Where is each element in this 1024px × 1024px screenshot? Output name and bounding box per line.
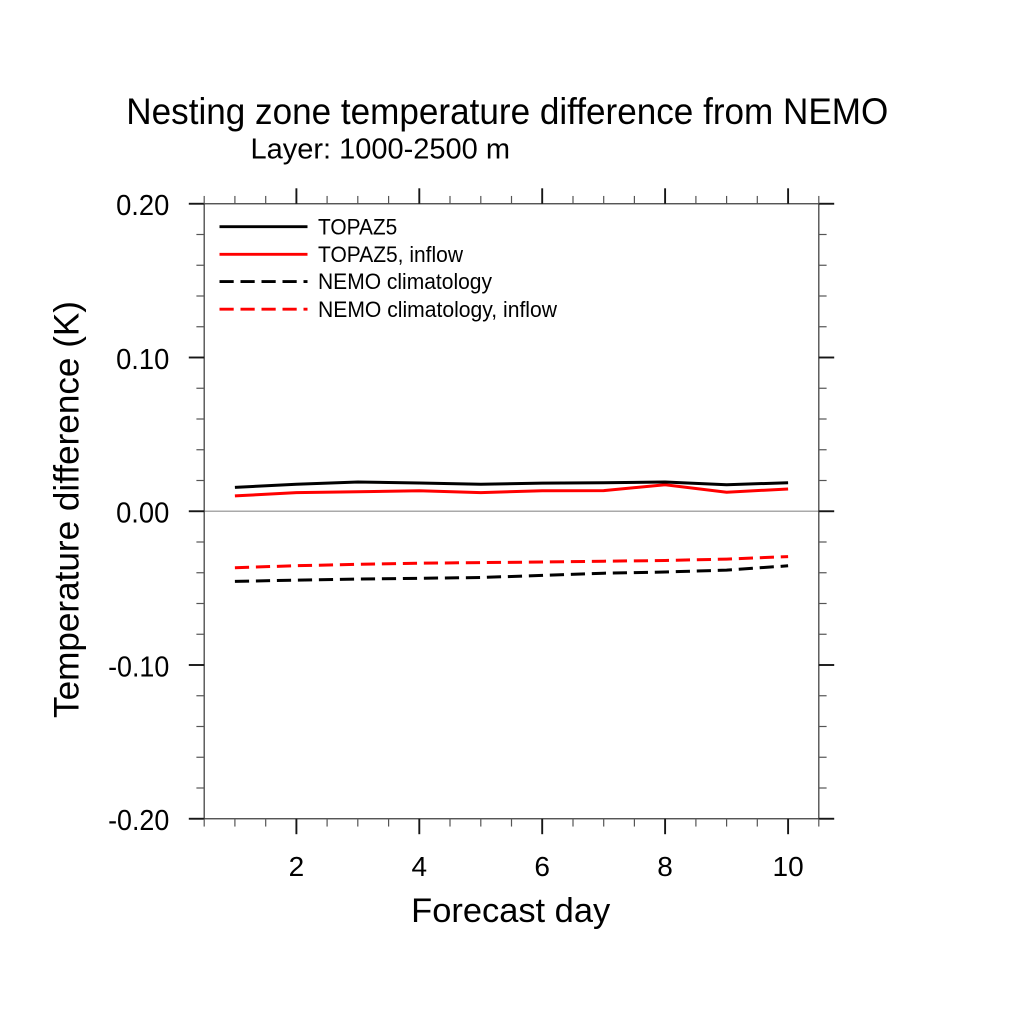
svg-text:0.20: 0.20: [116, 190, 169, 222]
svg-text:0.00: 0.00: [116, 498, 169, 530]
svg-text:-0.20: -0.20: [108, 805, 169, 837]
svg-text:Forecast day: Forecast day: [411, 892, 610, 930]
svg-text:-0.10: -0.10: [108, 651, 169, 683]
svg-text:4: 4: [412, 851, 428, 882]
svg-text:TOPAZ5, inflow: TOPAZ5, inflow: [318, 242, 464, 267]
svg-text:10: 10: [773, 851, 804, 882]
svg-text:0.10: 0.10: [116, 344, 169, 376]
svg-text:TOPAZ5: TOPAZ5: [318, 214, 397, 239]
svg-text:8: 8: [657, 851, 673, 882]
svg-text:2: 2: [289, 851, 305, 882]
svg-text:Temperature difference (K): Temperature difference (K): [46, 301, 86, 718]
svg-text:6: 6: [534, 851, 550, 882]
svg-text:Layer: 1000-2500 m: Layer: 1000-2500 m: [251, 133, 511, 165]
svg-text:NEMO climatology, inflow: NEMO climatology, inflow: [318, 297, 558, 322]
svg-text:NEMO climatology: NEMO climatology: [318, 269, 493, 294]
svg-text:Nesting zone temperature diffe: Nesting zone temperature difference from…: [126, 91, 888, 132]
